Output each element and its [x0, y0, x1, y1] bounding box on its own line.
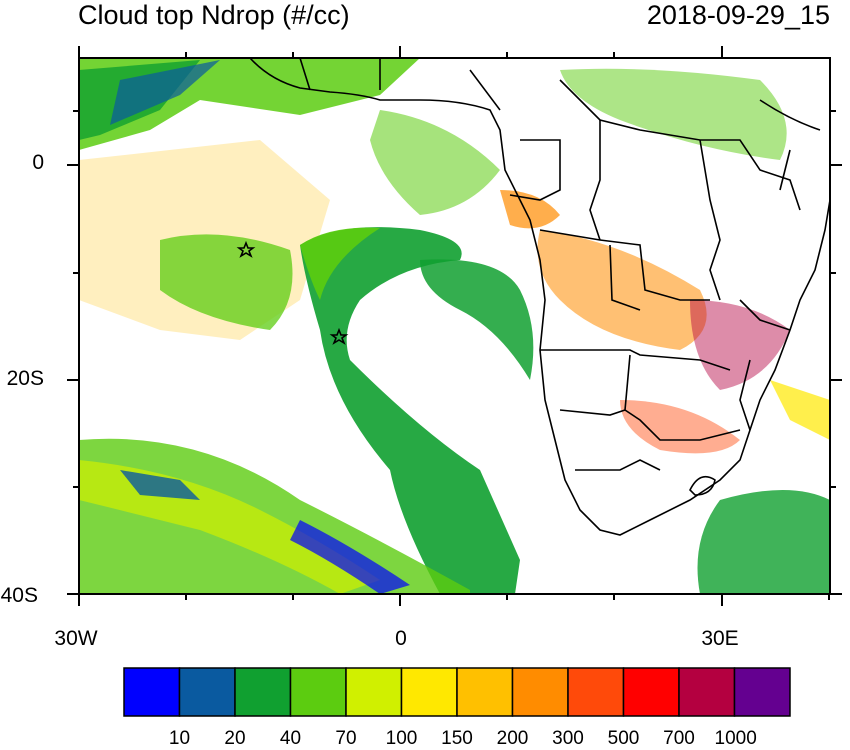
x-tick-label-30w: 30W [54, 627, 98, 650]
colorbar-label: 20 [224, 728, 246, 749]
colorbar-swatch [289, 667, 347, 717]
marker-star-2 [329, 327, 349, 345]
coastlines [249, 58, 830, 536]
colorbar-swatch [400, 667, 458, 717]
colorbar-swatch [567, 667, 625, 717]
marker-star-1 [236, 240, 256, 258]
colorbar-label: 1000 [714, 728, 757, 749]
colorbar-swatch [733, 667, 791, 717]
map-timestamp: 2018-09-29_15 [646, 0, 830, 30]
colorbar-swatch [678, 667, 736, 717]
y-tick-label-20s: 20S [6, 367, 44, 390]
colorbar-swatch [123, 667, 181, 717]
colorbar-label: 40 [279, 728, 302, 749]
colorbar-label: 700 [663, 728, 695, 749]
x-tick-label-30e: 30E [701, 627, 739, 650]
colorbar-swatch [622, 667, 680, 717]
colorbar [123, 667, 791, 717]
colorbar-label: 70 [335, 728, 357, 749]
colorbar-label: 300 [552, 728, 584, 749]
colorbar-swatch [234, 667, 292, 717]
axis-ticks [67, 46, 842, 606]
colorbar-label: 200 [496, 728, 529, 749]
colorbar-label: 500 [607, 728, 640, 749]
colorbar-swatch [456, 667, 514, 717]
y-tick-label-40s: 40S [0, 584, 38, 607]
colorbar-swatch [511, 667, 569, 717]
colorbar-label: 100 [385, 728, 418, 749]
plot-frame [78, 57, 831, 595]
y-tick-label-0: 0 [32, 151, 44, 174]
colorbar-swatch [178, 667, 236, 717]
colorbar-label: 150 [441, 728, 473, 749]
colorbar-swatch [345, 667, 403, 717]
colorbar-label: 10 [168, 728, 191, 749]
map-field [79, 58, 830, 594]
map-title: Cloud top Ndrop (#/cc) [78, 0, 350, 30]
x-tick-label-0: 0 [395, 627, 407, 650]
